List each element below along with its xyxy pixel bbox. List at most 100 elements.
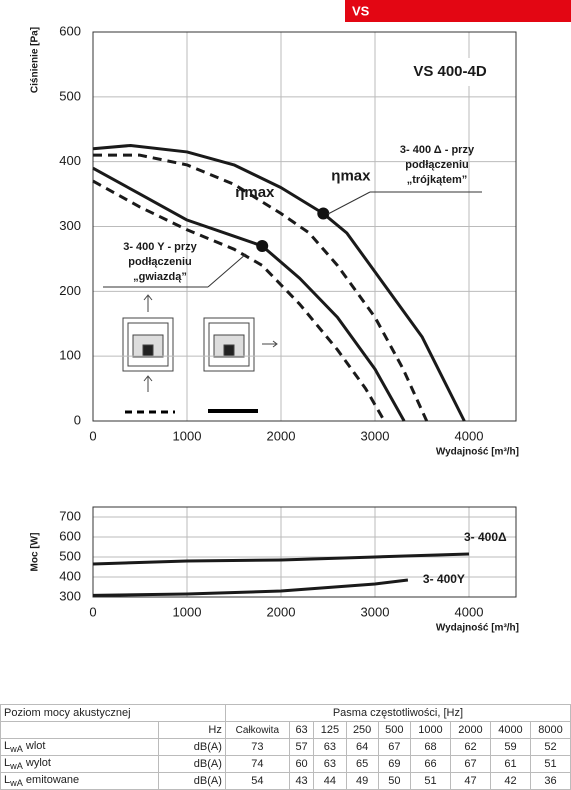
table-cell: 73 — [224, 738, 290, 756]
y-axis-label: Ciśnienie [Pa] — [30, 27, 41, 93]
x-tick-label: 0 — [89, 604, 96, 619]
x-axis-label: Wydajność [m³/h] — [436, 447, 519, 458]
table-row: LwA wylot dB(A) 74 60 63 65 69 66 67 61 51 — [0, 755, 571, 773]
table-cell: 47 — [449, 772, 491, 790]
y-tick-label: 600 — [59, 528, 81, 543]
table-cell: 50 — [377, 772, 411, 790]
table-cell: 62 — [449, 738, 491, 756]
row-label-text: wylot — [22, 756, 51, 769]
y-tick-label: 700 — [59, 508, 81, 523]
row-label-text: wlot — [22, 739, 46, 752]
table-row: LwA emitowane dB(A) 54 43 44 49 50 51 47 42 36 — [0, 772, 571, 790]
table-cell: 8000 — [529, 721, 571, 739]
table-cell: 60 — [288, 755, 315, 773]
title-box — [395, 58, 503, 86]
table-cell: Poziom mocy akustycznej — [0, 704, 226, 722]
annotation: 3- 400 Y - przy — [123, 241, 197, 253]
x-tick-label: 2000 — [267, 604, 296, 619]
table-cell: 49 — [345, 772, 379, 790]
chart-title: VS 400-4D — [413, 63, 487, 80]
y-tick-label: 600 — [59, 23, 81, 38]
series-line — [93, 153, 429, 422]
table-cell: 44 — [313, 772, 347, 790]
row-label-sub: wA — [10, 761, 23, 772]
plot-frame — [92, 506, 517, 598]
series-line — [92, 143, 466, 422]
table-cell: Hz — [157, 721, 226, 739]
table-cell: 69 — [377, 755, 411, 773]
annotation: podłączeniu — [128, 256, 192, 268]
row-label-symbol: L — [4, 739, 11, 752]
table-cell: 250 — [345, 721, 379, 739]
series-line — [92, 578, 409, 597]
table-cell — [0, 721, 159, 739]
table-cell: dB(A) — [157, 755, 226, 773]
x-tick-label: 1000 — [173, 604, 202, 619]
table-cell: 67 — [377, 738, 411, 756]
annotation: podłączeniu — [405, 159, 469, 171]
table-cell: LwA wylot — [0, 755, 159, 773]
table-cell: 42 — [489, 772, 531, 790]
series-label: 3- 400Y — [423, 572, 465, 586]
x-tick-label: 1000 — [173, 428, 202, 443]
x-tick-label: 3000 — [361, 428, 390, 443]
table-cell: 36 — [529, 772, 571, 790]
x-tick-label: 2000 — [267, 428, 296, 443]
plot-frame — [92, 31, 517, 422]
eta-max-point — [317, 207, 330, 220]
schematics — [122, 294, 278, 414]
table-cell: LwA emitowane — [0, 772, 159, 790]
annotation: „trójkątem” — [407, 174, 468, 186]
table-cell: 51 — [409, 772, 451, 790]
table-cell: 66 — [409, 755, 451, 773]
annotation-leader — [207, 253, 247, 288]
series-line — [92, 179, 386, 422]
row-label-sub: wA — [10, 778, 23, 789]
series-line — [92, 552, 470, 566]
annotation: „gwiazdą” — [133, 271, 187, 283]
table-cell: 68 — [409, 738, 451, 756]
table-cell: LwA wlot — [0, 738, 159, 756]
y-tick-label: 400 — [59, 153, 81, 168]
table-cell: 43 — [288, 772, 315, 790]
table-cell: 57 — [288, 738, 315, 756]
series-label: 3- 400Δ — [464, 530, 507, 544]
table-cell: Całkowita — [224, 721, 290, 739]
badge: VS — [352, 3, 370, 18]
table-cell: 63 — [313, 738, 347, 756]
eta-max-label: ηmax — [235, 184, 275, 201]
row-label-sub: wA — [10, 744, 23, 755]
table-cell: 74 — [224, 755, 290, 773]
table-cell: 1000 — [409, 721, 451, 739]
table-cell: 65 — [345, 755, 379, 773]
eta-max-point — [256, 239, 269, 252]
eta-max-label: ηmax — [331, 168, 371, 185]
row-label-symbol: L — [4, 756, 11, 769]
table-cell: dB(A) — [157, 772, 226, 790]
y-axis-label: Moc [W] — [30, 533, 41, 572]
table-cell: 63 — [288, 721, 315, 739]
table-row: Hz Całkowita 63 125 250 500 1000 2000 4000 8000 — [0, 721, 571, 739]
table-cell: 52 — [529, 738, 571, 756]
y-tick-label: 300 — [59, 588, 81, 603]
x-tick-label: 4000 — [455, 428, 484, 443]
y-tick-label: 400 — [59, 568, 81, 583]
table-cell: 4000 — [489, 721, 531, 739]
table-cell: 54 — [224, 772, 290, 790]
x-tick-label: 0 — [89, 428, 96, 443]
table-row: Poziom mocy akustycznej Pasma częstotliwo… — [0, 704, 571, 722]
annotation: 3- 400 Δ - przy — [400, 144, 475, 156]
y-tick-label: 200 — [59, 283, 81, 298]
table-cell: 51 — [529, 755, 571, 773]
y-tick-label: 0 — [74, 412, 81, 427]
y-tick-label: 500 — [59, 548, 81, 563]
table-cell: 59 — [489, 738, 531, 756]
y-tick-label: 500 — [59, 88, 81, 103]
y-tick-label: 300 — [59, 218, 81, 233]
table-cell: 67 — [449, 755, 491, 773]
row-label-symbol: L — [4, 773, 11, 786]
annotation-leader — [327, 191, 371, 215]
x-axis-label: Wydajność [m³/h] — [436, 623, 519, 634]
